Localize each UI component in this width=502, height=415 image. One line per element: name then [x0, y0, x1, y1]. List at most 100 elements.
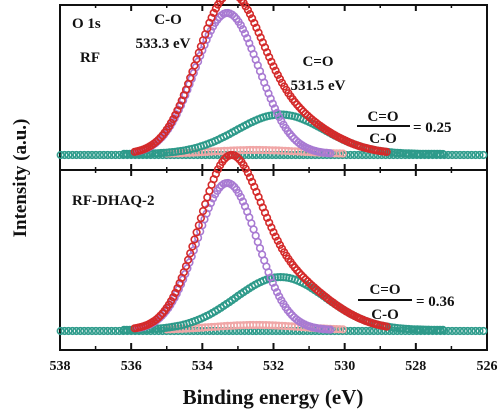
bottom-envelope-point: [271, 232, 280, 241]
x-tick-label: 538: [50, 359, 71, 374]
top-envelope-point: [382, 147, 391, 156]
top-baseline-point: [467, 150, 476, 160]
bottom-envelope-point: [154, 313, 163, 322]
bottom-background-point: [335, 325, 344, 334]
top-envelope-point: [267, 57, 276, 66]
bottom-baseline-point: [80, 326, 89, 336]
bottom-c-eq-o-point: [279, 273, 288, 282]
top-envelope-point: [152, 137, 161, 146]
top-envelope-point: [248, 14, 257, 23]
bottom-envelope-point: [213, 165, 223, 174]
bottom-envelope-point: [299, 273, 308, 282]
bottom-c-o-point: [270, 283, 280, 292]
top-c-eq-o-point: [435, 149, 445, 158]
top-ratio-numerator: C=O: [367, 109, 398, 125]
bottom-envelope-point: [269, 228, 278, 237]
top-baseline-point: [76, 150, 85, 160]
bottom-c-eq-o-point: [438, 325, 448, 335]
bottom-c-eq-o-point: [159, 324, 168, 333]
top-envelope-point: [265, 52, 274, 62]
top-c-eq-o-point: [427, 149, 436, 158]
top-baseline-point: [279, 150, 288, 160]
top-c-eq-o-point: [122, 149, 131, 158]
top-baseline-point: [83, 150, 93, 160]
bottom-c-eq-o-point: [430, 325, 439, 334]
top-envelope-point: [269, 62, 278, 71]
bottom-baseline-point: [209, 326, 218, 336]
bottom-c-eq-o-point: [410, 325, 419, 334]
top-baseline-point: [103, 150, 112, 160]
x-tick-label: 532: [263, 359, 284, 374]
bottom-c-eq-o-point: [427, 325, 436, 334]
top-baseline-point: [471, 150, 480, 160]
bottom-envelope-point: [211, 169, 220, 179]
top-background-point: [338, 149, 348, 158]
top-c-o-point: [326, 149, 335, 158]
top-baseline-point: [260, 150, 269, 160]
bottom-baseline-point: [471, 326, 480, 336]
top-c-eq-o-point: [413, 149, 422, 158]
top-c-eq-o-point: [390, 148, 399, 157]
top-envelope-point: [263, 48, 272, 57]
top-c-eq-o-point: [396, 148, 405, 158]
top-panel-curves: [56, 0, 488, 160]
bottom-baseline-point: [76, 326, 85, 336]
bottom-envelope-point: [301, 275, 310, 284]
top-c-o-point: [268, 99, 277, 108]
bottom-c-eq-o-point: [433, 325, 442, 335]
bottom-baseline-point: [56, 326, 65, 336]
bottom-c-eq-o-point: [119, 325, 129, 335]
bottom-baseline-point: [99, 326, 108, 336]
bottom-c-eq-o-point: [393, 324, 402, 333]
bottom-c-o-point: [326, 325, 335, 334]
top-baseline-point: [244, 150, 253, 160]
top-c-o-point: [236, 21, 245, 30]
top-c-eq-o-point: [401, 149, 411, 158]
bottom-c-eq-o-point: [404, 324, 413, 334]
x-tick-label: 528: [405, 359, 426, 374]
top-envelope-point: [209, 8, 218, 17]
top-c-eq-o-point: [404, 149, 413, 158]
top-c-eq-o-point: [162, 148, 171, 157]
top-baseline-point: [111, 150, 120, 160]
bottom-envelope-point: [194, 221, 203, 230]
top-baseline-point: [475, 150, 484, 160]
top-c-eq-o-point: [424, 149, 433, 158]
top-c-eq-o-point: [174, 147, 183, 156]
top-background-point: [335, 149, 344, 158]
bottom-baseline-point: [361, 326, 371, 336]
top-c-eq-o-point: [393, 148, 402, 157]
top-c-o-point: [270, 104, 280, 113]
top-baseline-point: [68, 150, 77, 160]
top-envelope-point: [169, 114, 178, 124]
bottom-c-eq-o-point: [396, 324, 405, 333]
top-envelope-point: [271, 66, 280, 75]
x-tick-label: 526: [477, 359, 498, 374]
bottom-panel-curves: [56, 151, 488, 336]
top-c-eq-o-point: [168, 148, 177, 157]
x-axis-ticks: 538 536 534 532 530 528 526: [50, 5, 498, 374]
top-envelope-point: [236, 0, 243, 2]
bottom-baseline-point: [111, 326, 120, 336]
top-envelope-point: [171, 110, 180, 119]
bottom-baseline-point: [103, 326, 112, 336]
bottom-baseline-point: [72, 326, 81, 336]
top-ratio-value: = 0.25: [413, 120, 452, 136]
top-baseline-point: [87, 150, 97, 160]
bottom-envelope-point: [297, 270, 306, 280]
top-c-eq-o-point: [438, 149, 448, 159]
top-baseline-point: [459, 150, 469, 160]
top-baseline-point: [64, 150, 73, 160]
bottom-baseline-point: [365, 326, 375, 336]
bottom-envelope-point: [188, 242, 197, 251]
bottom-c-eq-o-point: [424, 325, 433, 334]
top-baseline-point: [80, 150, 89, 160]
bottom-envelope-point: [198, 207, 208, 216]
top-c-eq-o-point: [148, 149, 157, 158]
bottom-envelope-point: [192, 228, 201, 237]
bottom-envelope-point: [267, 223, 276, 232]
top-c-eq-o-point: [416, 149, 425, 158]
top-baseline-point: [455, 150, 465, 160]
bottom-c-eq-o-point: [407, 325, 416, 334]
